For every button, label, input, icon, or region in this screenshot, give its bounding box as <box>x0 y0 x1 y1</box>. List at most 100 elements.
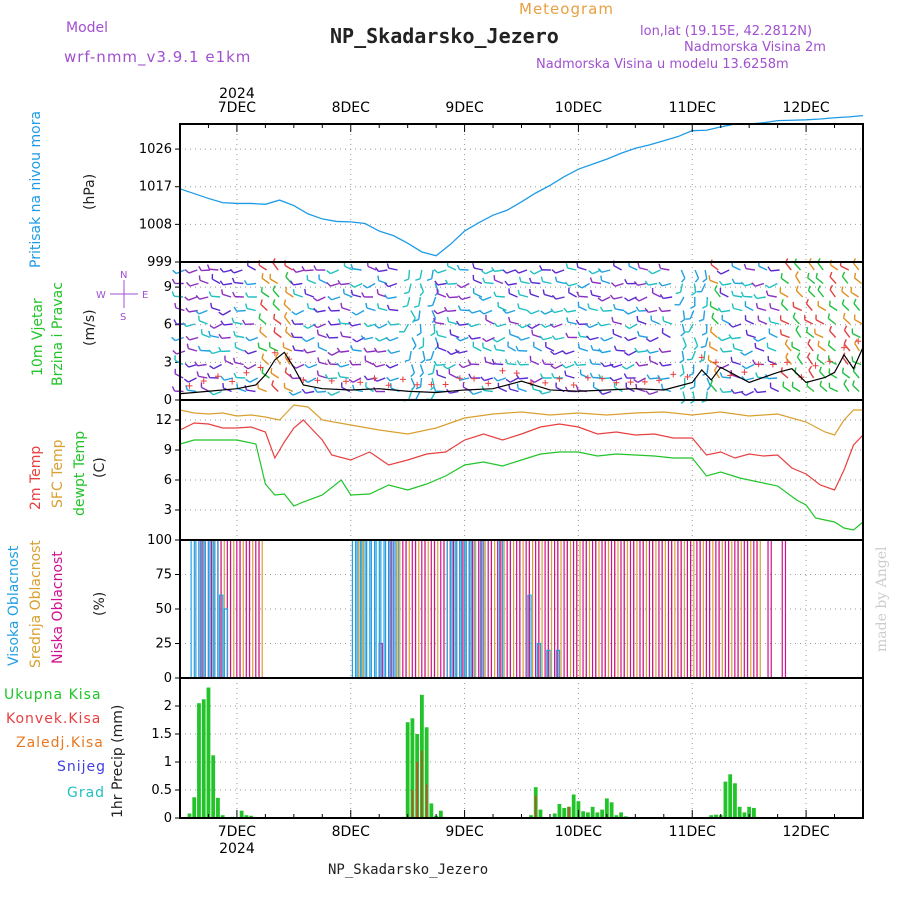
wind-barb-feather <box>633 281 639 286</box>
wind-barb <box>318 346 328 352</box>
cloud_high-bar <box>351 539 357 678</box>
wind-barb <box>693 283 697 293</box>
wind-barb <box>495 348 505 352</box>
wind-barb <box>437 374 447 379</box>
wind-barb-feather <box>208 291 212 297</box>
wind-barb-feather <box>690 305 696 309</box>
compass-w: W <box>96 290 106 301</box>
wind-barb-feather <box>700 345 706 349</box>
wind-barb <box>755 282 765 287</box>
cloud_high-bar <box>465 539 471 678</box>
wind-barb <box>447 265 457 271</box>
wind-barb-feather <box>698 359 705 363</box>
wind-barb <box>496 336 506 343</box>
wind-barb-feather <box>218 311 224 316</box>
wind-barb <box>431 310 437 320</box>
wind-barb-feather <box>455 320 460 326</box>
wind-barb <box>613 363 623 368</box>
wind-barb-feather <box>765 290 769 296</box>
wind-barb <box>200 349 210 352</box>
wind-barb-feather <box>174 302 177 309</box>
wind-barb <box>342 335 352 339</box>
precip-bar <box>239 810 244 818</box>
wind-barb-feather <box>340 302 343 308</box>
wind-barb-feather <box>171 386 176 392</box>
wind-barb-feather <box>743 263 747 269</box>
wind-barb <box>841 275 849 284</box>
wind-barb-feather <box>589 372 594 378</box>
cloud_low-bar <box>686 539 692 678</box>
wind-barb-feather <box>387 320 392 326</box>
wind-barb <box>330 269 340 275</box>
wind-barb-feather <box>219 267 224 273</box>
wind-barb <box>592 376 602 379</box>
cloud_high-bar <box>370 539 376 678</box>
wind-barb-feather <box>491 358 495 365</box>
precip-bar <box>595 812 600 818</box>
wind-barb-feather <box>636 330 640 337</box>
wind-barb <box>780 319 790 325</box>
wind-barb-feather <box>817 285 821 291</box>
wind-barb-feather <box>413 305 420 308</box>
wind-barb-feather <box>528 277 533 283</box>
precip-bar <box>600 809 605 818</box>
wind-barb-feather <box>313 265 317 271</box>
wind-barb-feather <box>564 281 570 287</box>
wind-barb <box>682 310 686 320</box>
wind-barb-feather <box>198 275 201 281</box>
wind-barb <box>601 296 611 302</box>
cloud_low-bar <box>440 539 445 678</box>
wind-barb-feather <box>702 305 708 309</box>
precip-legend-total: Ukupna Kisa <box>4 687 102 703</box>
wind-barb <box>450 333 460 339</box>
wind-barb <box>817 262 824 271</box>
wind-barb-feather <box>852 380 855 386</box>
wind-barb-feather <box>827 340 831 346</box>
cloud_high-bar <box>384 539 390 678</box>
wind-barb <box>651 319 660 325</box>
wind-barb-feather <box>363 375 368 381</box>
wind-barb <box>459 323 469 326</box>
wind-barb <box>352 349 362 352</box>
t2m-line <box>179 419 864 491</box>
wind-barb-feather <box>183 378 189 383</box>
cloud_high-bar <box>555 649 561 678</box>
wind-barb-feather <box>415 386 421 390</box>
day-label-top: 12DEC <box>782 100 829 116</box>
wind-barb-feather <box>385 364 391 369</box>
wind-barb <box>746 334 756 339</box>
cloud_high-bar <box>190 539 195 678</box>
wind-barb <box>817 289 825 298</box>
wind-barb <box>566 309 577 313</box>
wind-barb <box>494 363 504 366</box>
wind-barb <box>793 306 803 312</box>
wind-barb <box>201 333 211 339</box>
wind-barb-feather <box>289 373 293 379</box>
wind-barb <box>784 343 792 352</box>
wind-barb-feather <box>636 315 639 321</box>
wind-barb <box>603 309 613 312</box>
wind-barb-feather <box>301 388 306 394</box>
wind-barb-feather <box>377 275 380 281</box>
wind-barb <box>327 377 338 380</box>
wind-barb <box>473 267 483 271</box>
wind-barb <box>419 364 425 374</box>
wind-barb-feather <box>197 345 202 351</box>
wind-barb <box>306 336 315 343</box>
wind-barb <box>770 269 780 272</box>
wind-barb <box>378 279 388 285</box>
cloud_high-bar <box>375 539 380 678</box>
wind-barb <box>258 346 268 352</box>
wind-barb-feather <box>272 285 276 291</box>
wind-barb <box>305 390 315 394</box>
wind-barb <box>808 290 816 298</box>
wind-barb-feather <box>551 335 557 340</box>
wind-barb-feather <box>633 379 639 383</box>
wind-barb <box>794 275 801 284</box>
wind-barb-feather <box>623 310 629 315</box>
wind-barb <box>568 282 578 287</box>
wind-barb <box>733 307 743 312</box>
wind-barb <box>473 292 483 298</box>
gust-marker <box>414 381 421 388</box>
wind-barb-feather <box>740 291 745 297</box>
